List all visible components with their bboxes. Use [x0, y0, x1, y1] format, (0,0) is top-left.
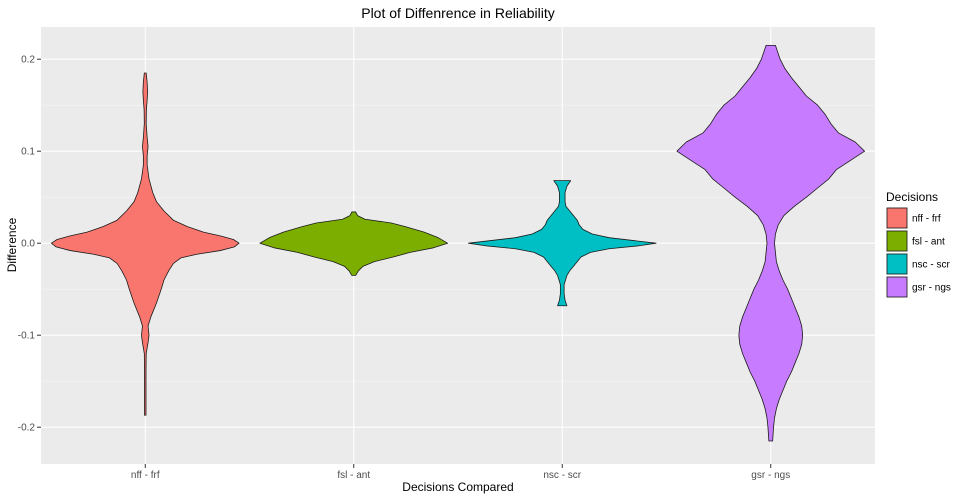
legend-label: gsr - ngs — [912, 283, 951, 294]
violin-nsc-scr — [468, 180, 657, 307]
x-tick-label: nff - frf — [131, 470, 160, 481]
y-axis-title: Difference — [5, 217, 19, 272]
legend-label: nsc - scr — [912, 260, 950, 271]
x-axis-ticks: nff - frf fsl - ant nsc - scr gsr - ngs — [131, 464, 790, 481]
x-tick-label: gsr - ngs — [751, 470, 790, 481]
legend: Decisions nff - frf fsl - ant nsc - scr gsr… — [886, 190, 951, 298]
legend-label: nff - frf — [912, 214, 941, 225]
y-tick-label: 0.1 — [21, 147, 35, 158]
legend-swatch — [886, 230, 908, 252]
x-tick-label: nsc - scr — [543, 470, 581, 481]
legend-swatch — [886, 276, 908, 298]
x-axis-title: Decisions Compared — [402, 480, 513, 494]
y-axis-ticks: -0.2 -0.1 0.0 0.1 0.2 — [18, 55, 41, 434]
y-tick-label: -0.1 — [18, 331, 36, 342]
y-tick-label: 0.0 — [21, 239, 35, 250]
chart-title: Plot of Diffenrence in Reliability — [361, 5, 555, 21]
violin-gsr-ngs — [676, 45, 865, 442]
violin-nff-frf — [51, 72, 240, 416]
legend-label: fsl - ant — [912, 237, 945, 248]
violins — [51, 45, 865, 442]
legend-swatch — [886, 207, 908, 229]
y-tick-label: -0.2 — [18, 423, 36, 434]
legend-title: Decisions — [886, 190, 938, 204]
x-tick-label: fsl - ant — [337, 470, 370, 481]
legend-swatch — [886, 253, 908, 275]
violin-fsl-ant — [259, 211, 448, 276]
y-tick-label: 0.2 — [21, 55, 35, 66]
